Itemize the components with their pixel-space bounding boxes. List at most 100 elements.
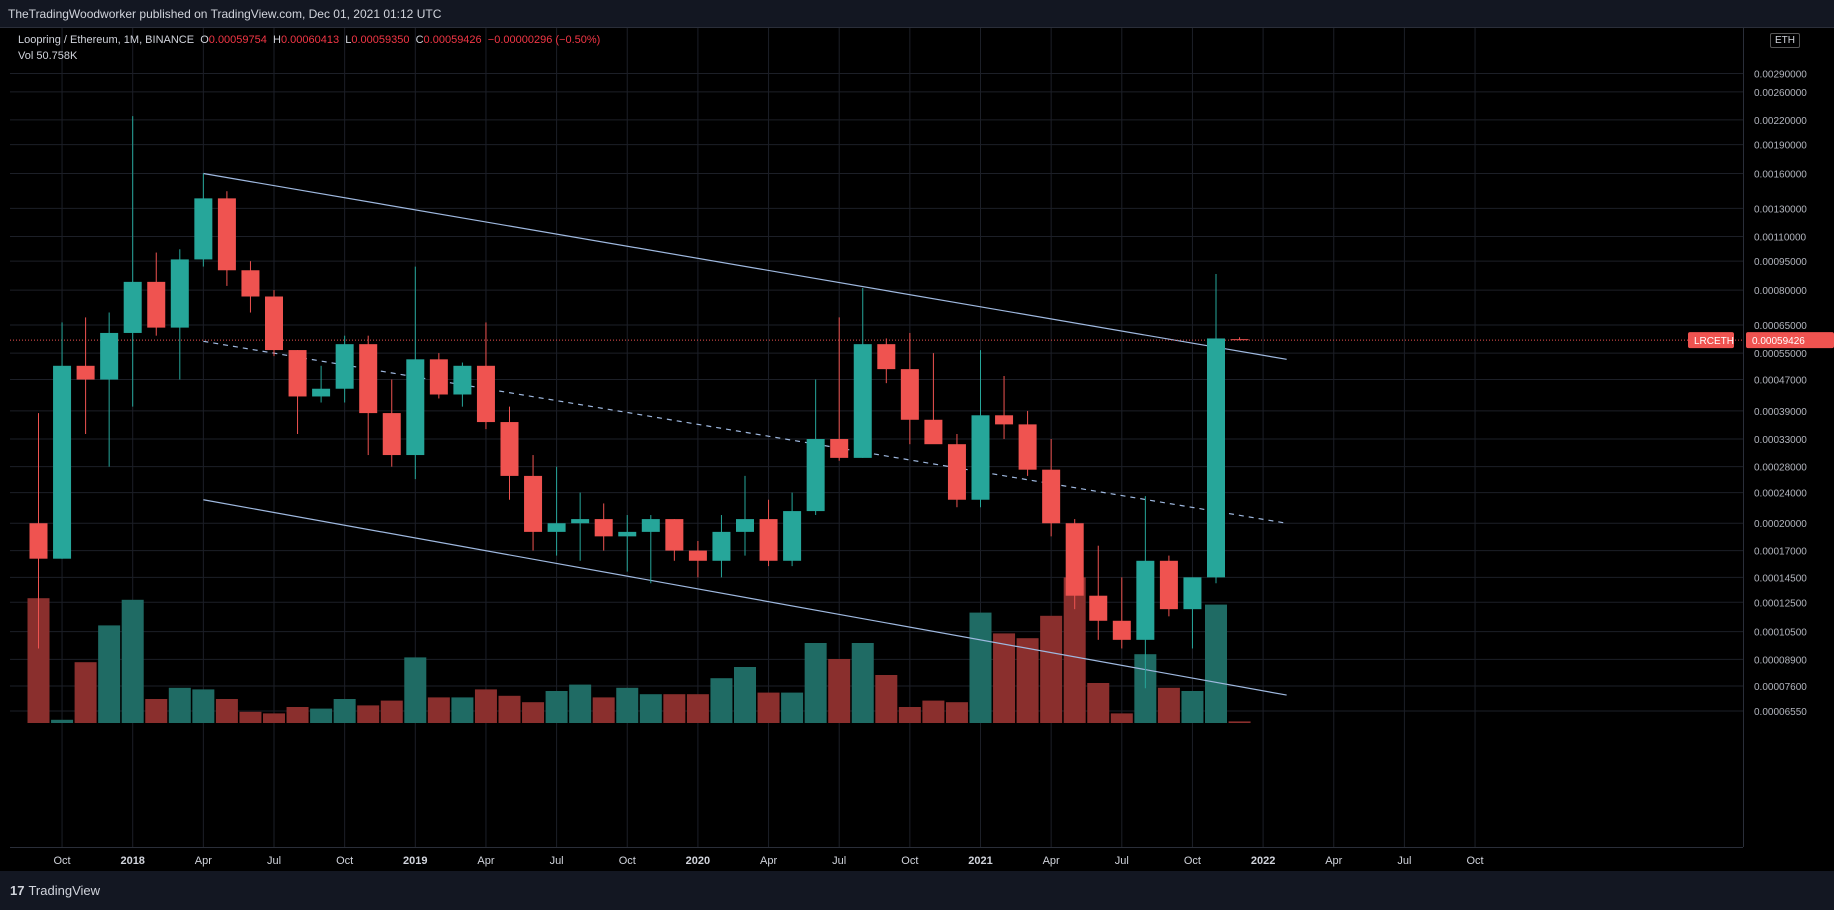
candlestick-chart[interactable]: LRCETH	[10, 28, 1743, 847]
candle-body	[1089, 595, 1108, 621]
volume-bar	[945, 702, 968, 723]
candle-body	[147, 281, 166, 328]
volume-bar	[804, 643, 827, 723]
price-scale[interactable]: 0.00290000 0.00260000 0.00220000 0.00190000…	[1743, 28, 1834, 847]
trendline	[203, 499, 1287, 696]
candle-body	[1159, 560, 1178, 610]
volume-bar	[380, 700, 403, 723]
last-price-badge: 0.00059426	[1746, 332, 1834, 349]
time-tick-label: Oct	[901, 855, 918, 867]
candle-body	[265, 296, 283, 351]
grid-lines	[10, 28, 1743, 847]
vol-label: Vol	[18, 50, 34, 62]
time-tick-label: 2021	[968, 855, 992, 867]
chart-plot-area[interactable]: LRCETH	[10, 28, 1743, 847]
volume-bar	[498, 695, 521, 723]
volume-bar	[310, 708, 333, 723]
low-label: L	[345, 34, 352, 46]
volume-bar	[474, 689, 497, 723]
high-label: H	[273, 34, 281, 46]
price-tick-label: 0.00028000	[1754, 463, 1807, 474]
candle-body	[241, 270, 260, 297]
volume-bar	[1016, 638, 1039, 723]
time-tick-label: Oct	[53, 855, 70, 867]
candle-body	[641, 519, 660, 532]
open-label: O	[200, 34, 209, 46]
volume-bar	[239, 711, 262, 723]
candle-body	[1065, 523, 1084, 596]
candle-body	[665, 519, 684, 551]
volume-bar	[545, 691, 568, 723]
price-scale-svg[interactable]: 0.00290000 0.00260000 0.00220000 0.00190000…	[1744, 28, 1834, 847]
time-tick-label: Apr	[195, 855, 212, 867]
time-tick-label: Oct	[336, 855, 353, 867]
candle-body	[1042, 469, 1061, 524]
candle-body	[806, 439, 825, 512]
volume-bar	[263, 713, 285, 723]
price-tick-label: 0.00260000	[1754, 88, 1807, 99]
price-tick-label: 0.00290000	[1754, 69, 1807, 80]
candle-body	[76, 365, 95, 380]
brand-name: TradingView	[28, 883, 101, 898]
volume-bar	[333, 699, 356, 723]
volume-bar	[121, 599, 144, 723]
price-tick-label: 0.00024000	[1754, 489, 1807, 500]
volume-bar	[1181, 691, 1204, 723]
tradingview-logo[interactable]: 17 TradingView	[10, 883, 100, 898]
candle-body	[53, 365, 72, 559]
low-value: 0.00059350	[351, 34, 410, 46]
volume-bar	[404, 657, 427, 723]
candles	[29, 116, 1249, 689]
candle-body	[170, 259, 189, 328]
candle-body	[382, 413, 401, 456]
volume-bar	[522, 702, 545, 723]
time-tick-label: Apr	[1043, 855, 1060, 867]
candle-body	[217, 198, 236, 271]
trendline	[203, 172, 1287, 360]
volume-bar	[898, 707, 921, 723]
last-price-badge-bg	[1746, 332, 1834, 349]
candle-body	[947, 444, 966, 500]
volume-bar	[286, 707, 309, 723]
candle-body	[1112, 620, 1131, 640]
candle-body	[853, 344, 872, 458]
trendlines	[203, 172, 1287, 696]
publish-info: TheTradingWoodworker published on Tradin…	[8, 7, 442, 21]
time-axis-svg[interactable]: Oct 2018 Apr Jul Oct 2019 Apr Jul Oct 2020 Apr Jul O…	[10, 848, 1743, 872]
volume-bar	[357, 705, 380, 723]
candle-body	[406, 359, 425, 456]
publish-header: TheTradingWoodworker published on Tradin…	[0, 0, 1834, 28]
volume-bar	[828, 659, 851, 723]
price-tick-label: 0.00007600	[1754, 682, 1807, 693]
close-label: C	[415, 34, 424, 46]
volume-bar	[51, 719, 74, 723]
volume-bar	[710, 678, 733, 723]
volume-legend[interactable]: Vol 50.758K	[18, 50, 77, 62]
pair-name: Loopring / Ethereum, 1M, BINANCE	[18, 34, 195, 46]
candle-body	[29, 523, 48, 559]
volume-bar	[451, 697, 474, 723]
volume-bar	[875, 675, 898, 723]
time-axis[interactable]: Oct 2018 Apr Jul Oct 2019 Apr Jul Oct 2020 Apr Jul O…	[10, 847, 1743, 871]
time-tick-label: Jul	[1115, 855, 1129, 867]
candle-body	[571, 519, 590, 524]
symbol-legend[interactable]: Loopring / Ethereum, 1M, BINANCE O 0.0005…	[18, 34, 600, 46]
price-tick-label: 0.00039000	[1754, 407, 1807, 418]
volume-bar	[781, 692, 804, 723]
footer: 17 TradingView	[0, 871, 1834, 910]
price-tick-label: 0.00033000	[1754, 435, 1807, 446]
currency-button[interactable]: ETH	[1770, 33, 1800, 48]
price-tick-label: 0.00047000	[1754, 376, 1807, 387]
volume-bar	[74, 662, 97, 723]
price-tick-label: 0.00017000	[1754, 547, 1807, 558]
price-tick-label: 0.00008900	[1754, 655, 1807, 666]
candle-body	[688, 550, 707, 561]
candle-body	[312, 388, 331, 397]
close-value: 0.00059426	[423, 34, 482, 46]
candle-body	[594, 519, 613, 537]
time-tick-label: 2018	[120, 855, 144, 867]
volume-bar	[686, 694, 709, 723]
candle-body	[335, 344, 354, 389]
candle-body	[453, 365, 472, 395]
candle-body	[1018, 424, 1037, 470]
